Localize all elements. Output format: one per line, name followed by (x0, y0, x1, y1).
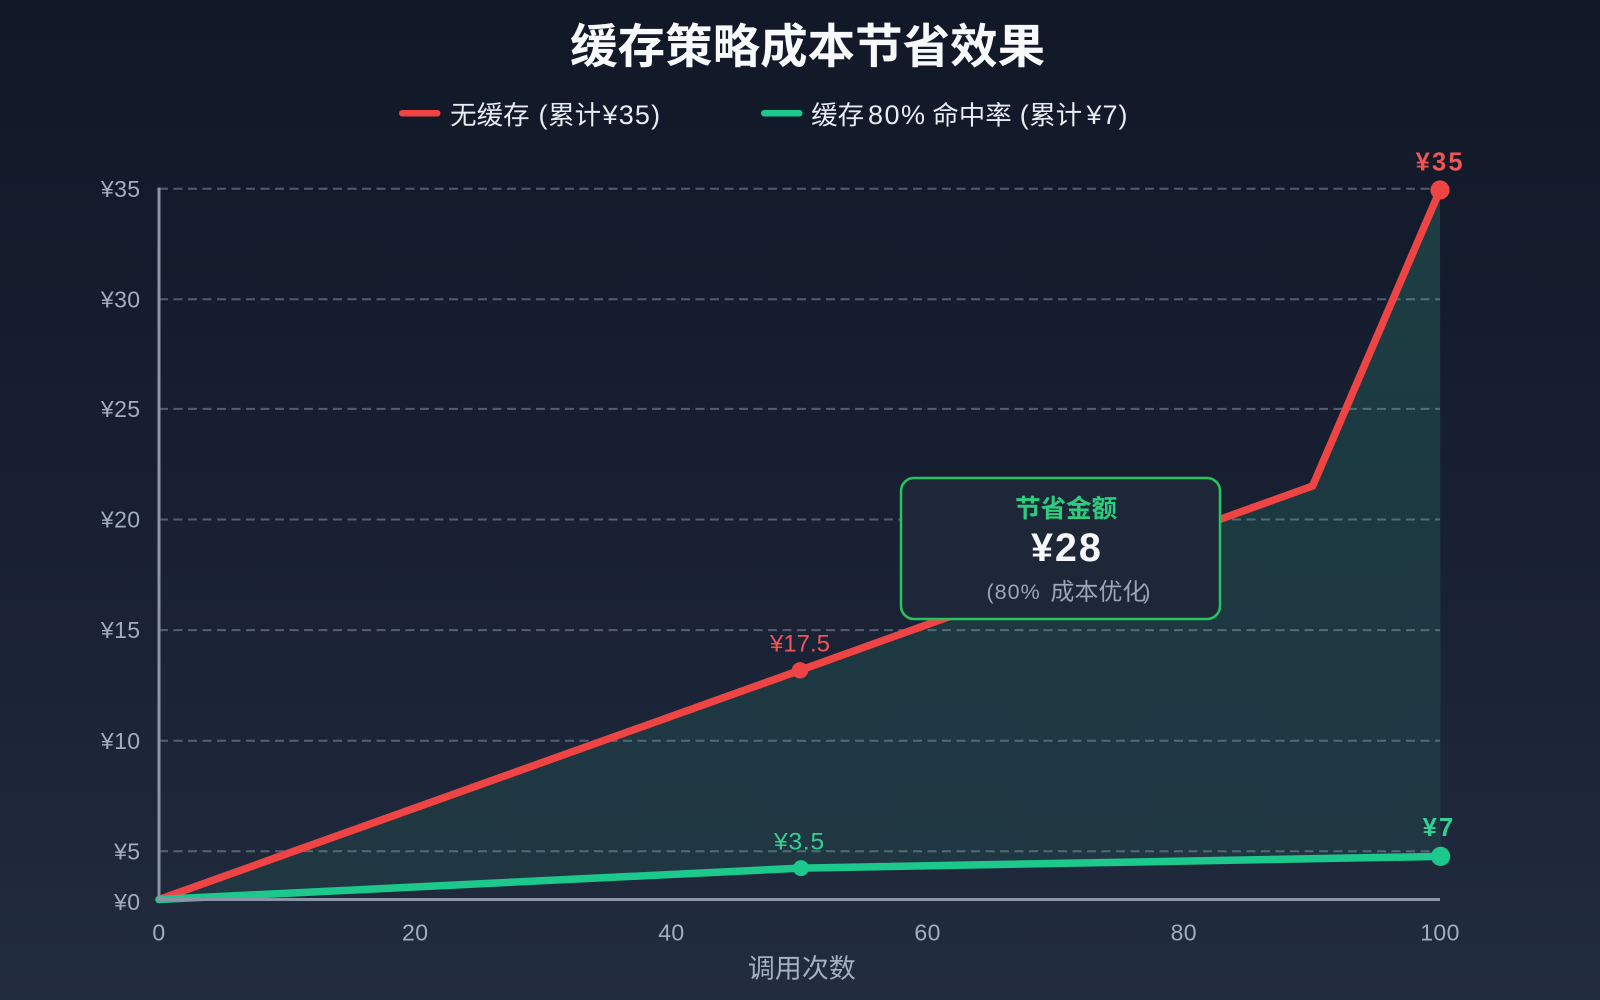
svg-text:40: 40 (658, 920, 684, 946)
svg-text:80%: 80% (868, 100, 927, 130)
svg-text:20: 20 (402, 920, 428, 946)
svg-text:¥30: ¥30 (100, 286, 141, 312)
svg-text:¥17.5: ¥17.5 (769, 631, 830, 658)
svg-text:¥20: ¥20 (100, 507, 141, 533)
svg-text:(: ( (1020, 100, 1029, 130)
svg-text:¥28: ¥28 (1031, 526, 1103, 570)
svg-text:(: ( (539, 100, 548, 130)
svg-text:): ) (1143, 580, 1150, 604)
svg-text:¥35): ¥35) (602, 100, 662, 130)
svg-text:¥7): ¥7) (1086, 100, 1129, 130)
svg-text:¥5: ¥5 (113, 838, 140, 864)
svg-text:¥25: ¥25 (100, 396, 141, 422)
svg-text:100: 100 (1420, 920, 1460, 946)
svg-text:¥0: ¥0 (113, 889, 140, 915)
svg-text:¥35: ¥35 (100, 176, 141, 202)
svg-text:¥35: ¥35 (1416, 149, 1465, 177)
svg-text:60: 60 (914, 920, 940, 946)
svg-text:¥3.5: ¥3.5 (773, 829, 825, 856)
svg-text:¥7: ¥7 (1423, 814, 1456, 842)
svg-text:(80%: (80% (987, 580, 1041, 604)
svg-text:¥10: ¥10 (100, 728, 141, 754)
svg-text:0: 0 (152, 920, 165, 946)
svg-text:¥15: ¥15 (100, 617, 141, 643)
svg-text:80: 80 (1171, 920, 1197, 946)
